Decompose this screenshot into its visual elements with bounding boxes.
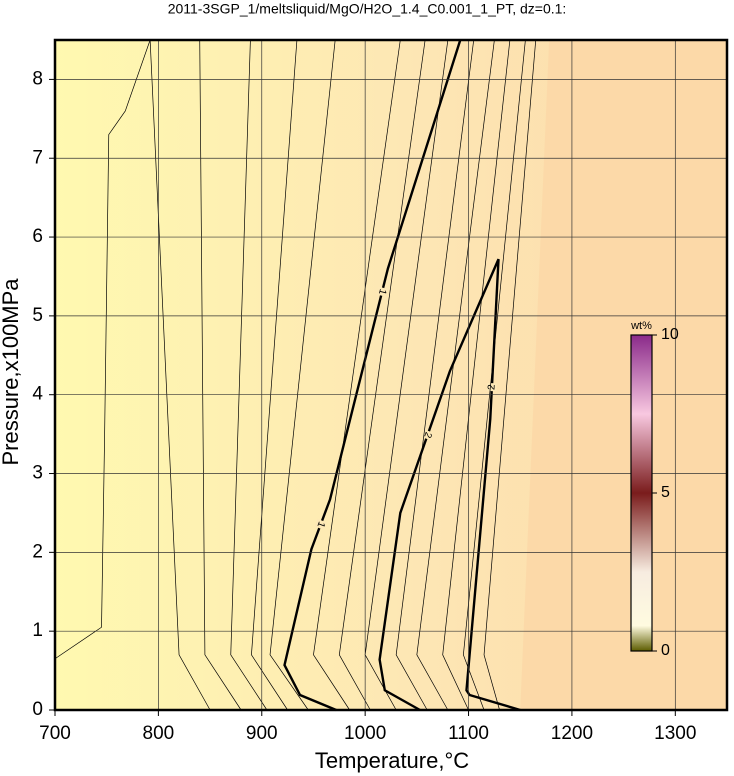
- colorbar-label: wt%: [630, 320, 652, 332]
- contour-line-major: [378, 258, 521, 712]
- x-axis-label: Temperature,°C: [315, 748, 469, 773]
- y-tick-label: 0: [32, 699, 43, 720]
- y-tick-label: 6: [32, 226, 43, 247]
- contour-label: 2: [486, 384, 497, 391]
- x-tick-label: 900: [246, 723, 278, 744]
- contour-line: [199, 39, 242, 711]
- contour-label-bg: [376, 286, 388, 297]
- contour-line: [269, 39, 336, 711]
- x-tick-label: 1300: [654, 723, 696, 744]
- region-melt: [520, 40, 727, 710]
- contour-line: [483, 39, 537, 711]
- y-axis-label: Pressure,x100MPa: [0, 278, 23, 466]
- y-tick-label: 8: [32, 68, 43, 89]
- contour-label: 1: [314, 520, 326, 529]
- contour-line: [251, 39, 298, 711]
- contour-label-bg: [486, 382, 498, 392]
- contour-line: [230, 39, 268, 711]
- contour-line: [313, 39, 401, 711]
- colorbar-tick-label: 0: [661, 642, 670, 659]
- plot-frame: [53, 38, 729, 712]
- y-tick-label: 5: [32, 305, 43, 326]
- y-tick-label: 3: [32, 463, 43, 484]
- contour-label-bg: [314, 518, 327, 530]
- contour-line-major: [283, 39, 462, 712]
- x-tick-label: 1000: [344, 723, 386, 744]
- contour-label: 2: [421, 430, 433, 439]
- contour-line: [442, 39, 511, 711]
- colorbar: [630, 334, 653, 652]
- y-tick-label: 2: [32, 541, 43, 562]
- x-tick-label: 1100: [448, 723, 489, 744]
- contour-line: [149, 39, 211, 711]
- chart-title: 2011-3SGP_1/meltsliquid/MgO/H2O_1.4_C0.0…: [168, 1, 567, 17]
- contour-line: [338, 39, 426, 711]
- contour-line: [463, 39, 526, 711]
- x-tick-label: 700: [39, 723, 71, 744]
- contour-line: [54, 39, 151, 660]
- contour-line: [395, 39, 475, 711]
- y-tick-label: 1: [32, 620, 43, 641]
- x-tick-label: 1200: [551, 723, 593, 744]
- y-tick-label: 7: [32, 147, 43, 168]
- contour-label: 1: [376, 288, 388, 296]
- colorbar-tick-label: 10: [661, 326, 679, 343]
- x-tick-label: 800: [143, 723, 175, 744]
- y-tick-label: 4: [32, 384, 43, 405]
- colorbar-tick-label: 5: [661, 484, 670, 501]
